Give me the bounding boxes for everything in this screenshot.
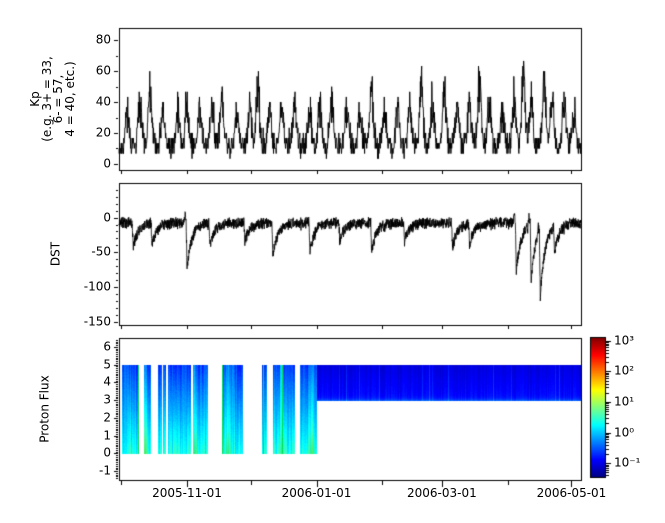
kp-y-tick-label: 0 — [103, 156, 111, 171]
colorbar-tick-label: 10³ — [614, 333, 635, 348]
colorbar-tick-label: 10⁰ — [614, 425, 635, 440]
colorbar-tick-label: 10¹ — [614, 394, 635, 409]
kp-y-tick-label: 60 — [95, 63, 111, 78]
kp-axis-label-line: 4 = 40, etc.) — [62, 61, 77, 137]
flux-y-tick-label: 4 — [103, 375, 111, 390]
colorbar-tick-label: 10⁻¹ — [614, 455, 641, 470]
dst-y-tick-label: -50 — [91, 244, 111, 259]
x-tick-label: 2006-03-01 — [406, 486, 477, 500]
flux-y-tick-label: 5 — [103, 357, 111, 372]
x-tick-label: 2005-11-01 — [152, 486, 222, 500]
flux-axis-label: Proton Flux — [37, 375, 52, 443]
dst-y-tick-label: -100 — [83, 279, 111, 294]
dst-y-tick-label: 0 — [103, 210, 111, 225]
flux-y-tick-label: 2 — [103, 410, 111, 425]
x-tick-label: 2006-01-01 — [281, 486, 352, 500]
flux-y-tick-label: 3 — [103, 392, 111, 407]
dst-axis-label: DST — [48, 241, 63, 267]
colorbar-tick-label: 10² — [614, 364, 635, 378]
dst-y-tick-label: -150 — [83, 314, 111, 329]
flux-y-tick-label: 6 — [103, 339, 111, 354]
x-tick-label: 2006-05-01 — [536, 486, 607, 500]
kp-y-tick-label: 20 — [95, 125, 111, 140]
kp-axis-label: Kp (e.g. 3+ = 33, 6- = 57, 4 = 40, etc.) — [28, 56, 77, 142]
kp-y-tick-label: 80 — [95, 33, 111, 48]
flux-y-tick-label: -1 — [99, 463, 111, 478]
kp-y-tick-label: 40 — [95, 94, 111, 109]
flux-y-tick-label: 0 — [103, 446, 111, 461]
flux-y-tick-label: 1 — [103, 428, 111, 443]
